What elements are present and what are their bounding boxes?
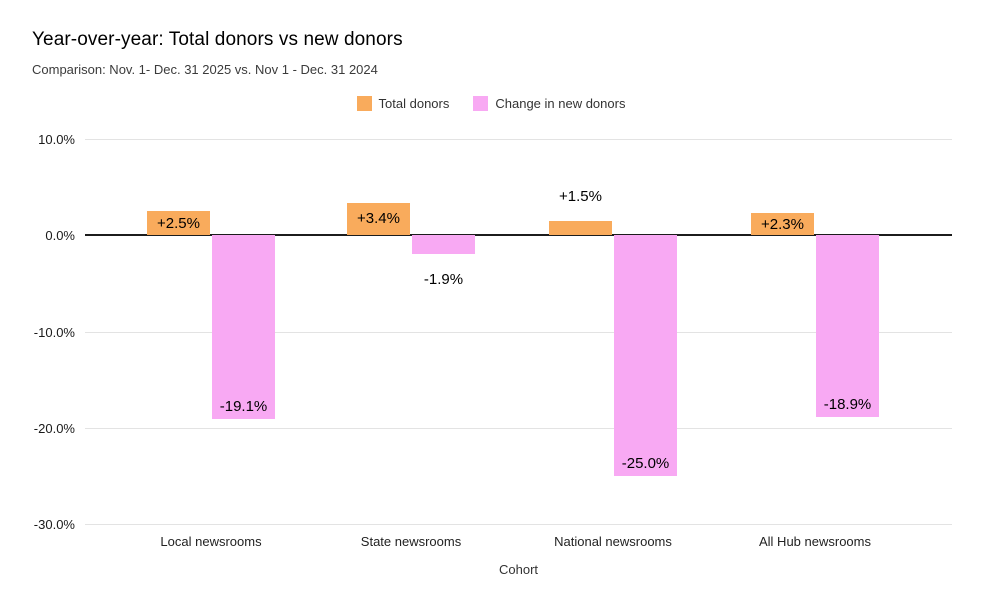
bar-change-in-new-donors-all-hub-newsrooms[interactable] [816, 235, 879, 418]
bar-value-label: -25.0% [621, 454, 670, 472]
bar-value-label: +2.3% [761, 215, 804, 233]
x-axis-title: Cohort [498, 562, 539, 577]
legend: Total donors Change in new donors [0, 96, 982, 111]
gridline [85, 139, 952, 140]
bar-total-donors-state-newsrooms[interactable] [347, 202, 410, 236]
gridline [85, 427, 952, 429]
bar-total-donors-national-newsrooms[interactable] [549, 220, 612, 236]
bar-value-label: +1.5% [559, 187, 602, 205]
y-tick-label: -30.0% [33, 517, 75, 532]
bar-value-label: +3.4% [357, 210, 400, 228]
legend-swatch-icon [473, 96, 489, 111]
y-tick-label: 0.0% [45, 228, 75, 244]
y-tick-label: -10.0% [33, 324, 75, 340]
bar-total-donors-local-newsrooms[interactable] [147, 211, 210, 236]
bar-value-label: -1.9% [423, 270, 464, 288]
bar-change-in-new-donors-local-newsrooms[interactable] [212, 235, 275, 420]
x-category-label-national-newsrooms: National newsrooms [554, 534, 672, 549]
x-axis-zero-line [85, 234, 952, 237]
legend-item-change-in-new-donors[interactable]: Change in new donors [473, 96, 625, 111]
bar-value-label: -19.1% [219, 398, 268, 416]
bar-value-label: +2.5% [157, 214, 200, 232]
legend-swatch-icon [356, 96, 372, 111]
legend-label: Total donors [378, 96, 450, 111]
gridline [85, 331, 952, 333]
bar-change-in-new-donors-national-newsrooms[interactable] [614, 235, 677, 476]
chart-subtitle: Comparison: Nov. 1- Dec. 31 2025 vs. Nov… [32, 62, 378, 77]
bar-total-donors-all-hub-newsrooms[interactable] [751, 213, 814, 236]
bar-value-label: -18.9% [823, 396, 872, 414]
x-category-label-local-newsrooms: Local newsrooms [160, 534, 262, 549]
x-category-label-all-hub-newsrooms: All Hub newsrooms [759, 534, 871, 549]
gridline [85, 524, 952, 525]
legend-item-total-donors[interactable]: Total donors [356, 96, 450, 111]
x-category-label-state-newsrooms: State newsrooms [360, 534, 462, 549]
bar-change-in-new-donors-state-newsrooms[interactable] [412, 235, 475, 254]
y-tick-label: 10.0% [38, 132, 75, 147]
y-tick-label: -20.0% [33, 420, 75, 436]
legend-label: Change in new donors [495, 96, 626, 111]
chart-title: Year-over-year: Total donors vs new dono… [32, 29, 403, 50]
